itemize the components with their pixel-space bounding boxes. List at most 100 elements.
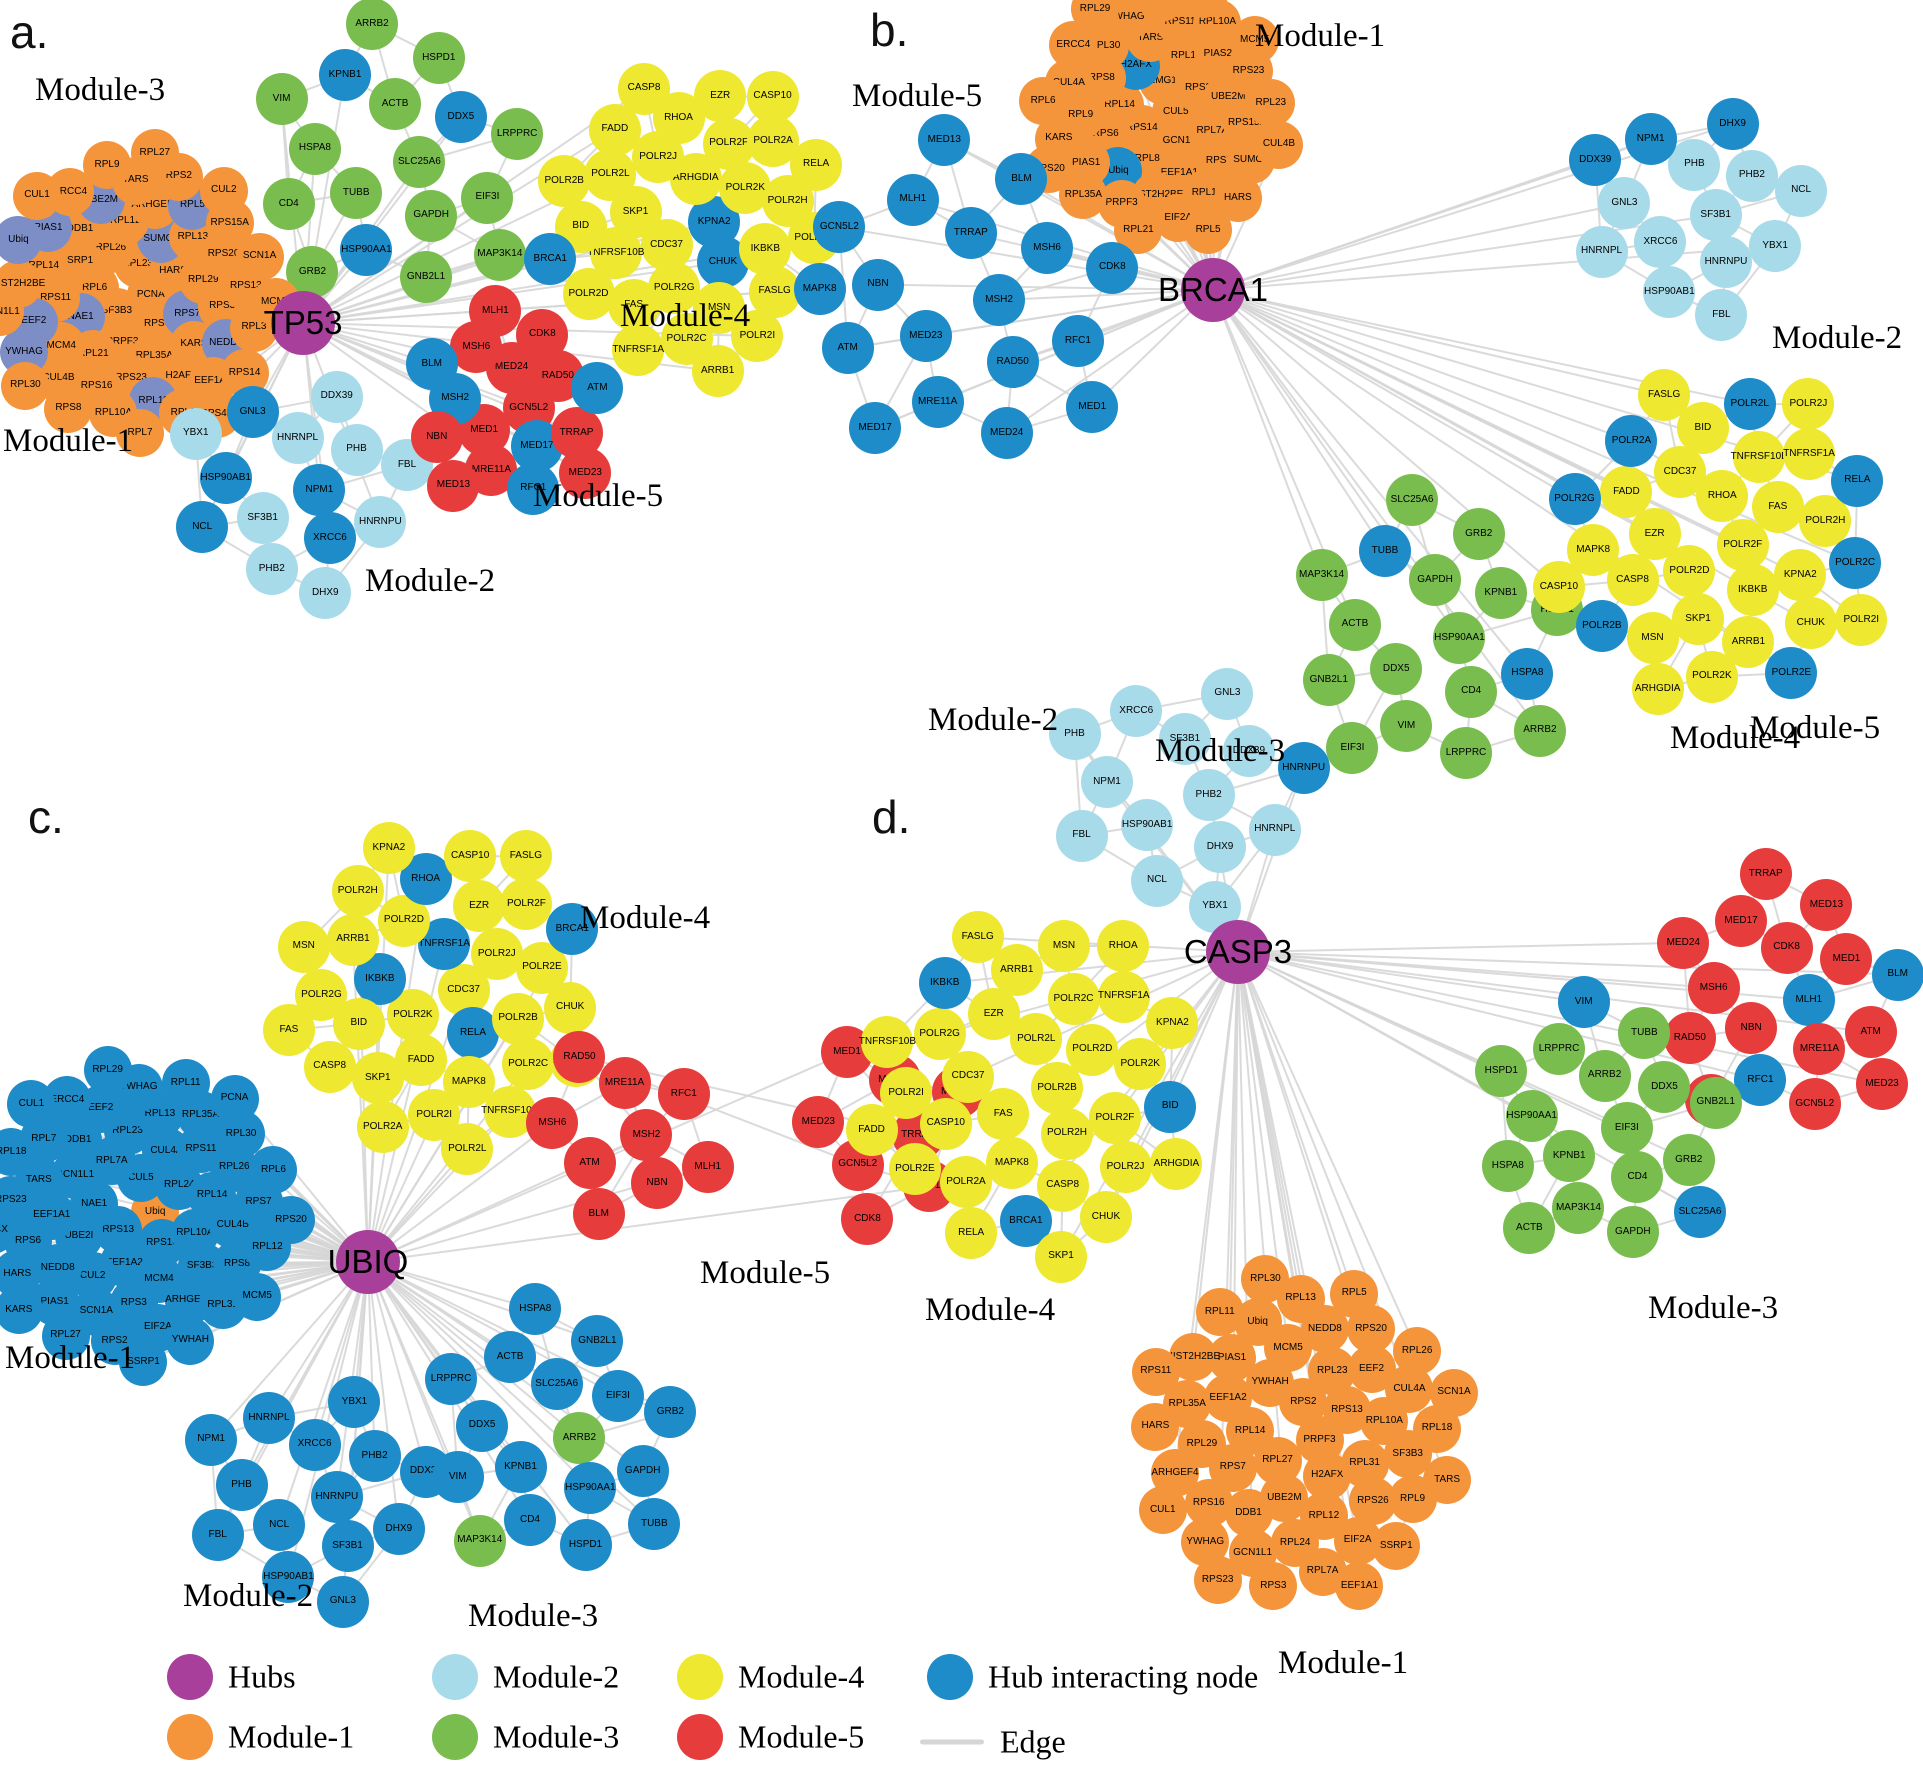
network-node[interactable]: GNB2L1: [400, 250, 452, 303]
network-node[interactable]: FADD: [845, 1104, 898, 1157]
network-node[interactable]: DHX9: [299, 566, 352, 619]
network-node[interactable]: TNFRSF1A: [1097, 970, 1150, 1023]
network-node[interactable]: ARRB1: [691, 345, 744, 398]
network-node[interactable]: PHB2: [348, 1429, 401, 1482]
network-node[interactable]: DHX9: [1194, 821, 1247, 874]
network-node[interactable]: POLR2F: [1088, 1092, 1141, 1145]
network-node[interactable]: KPNA2: [1774, 549, 1827, 602]
network-node[interactable]: NPM1: [185, 1413, 238, 1466]
network-node[interactable]: RPL30: [1, 361, 50, 410]
network-node[interactable]: CUL1: [7, 1079, 56, 1128]
network-node[interactable]: MSH2: [620, 1109, 673, 1161]
network-node[interactable]: DDX39: [310, 370, 363, 423]
network-node[interactable]: POLR2H: [1799, 495, 1852, 548]
network-node[interactable]: POLR2K: [1685, 650, 1738, 703]
network-node[interactable]: KPNA2: [362, 821, 415, 874]
network-node[interactable]: RPL30: [1241, 1255, 1290, 1304]
network-node[interactable]: POLR2A: [356, 1100, 409, 1153]
network-node[interactable]: POLR2D: [1066, 1023, 1119, 1076]
network-node[interactable]: SF3B1: [236, 491, 289, 544]
network-node[interactable]: RELA: [790, 138, 843, 191]
network-node[interactable]: RPS3: [1249, 1562, 1298, 1611]
network-node[interactable]: SF3B1: [1158, 713, 1211, 765]
network-node[interactable]: MED13: [918, 113, 971, 166]
network-node[interactable]: GAPDH: [616, 1445, 669, 1498]
network-node[interactable]: TRRAP: [944, 207, 997, 260]
network-node[interactable]: GAPDH: [1606, 1206, 1659, 1259]
network-node[interactable]: HSPD1: [412, 31, 465, 84]
network-node[interactable]: DDX5: [434, 90, 487, 143]
network-node[interactable]: XRCC6: [1110, 684, 1163, 737]
network-node[interactable]: ATM: [821, 322, 874, 375]
network-node[interactable]: ARRB2: [553, 1412, 606, 1464]
network-node[interactable]: MAP3K14: [1552, 1182, 1605, 1235]
network-node[interactable]: POLR2E: [888, 1143, 941, 1196]
network-node[interactable]: POLR2L: [441, 1122, 494, 1175]
network-node[interactable]: CUL2: [199, 166, 248, 215]
network-node[interactable]: HSPA8: [1501, 647, 1554, 700]
network-node[interactable]: EIF3I: [591, 1370, 644, 1423]
network-node[interactable]: MAPK8: [793, 263, 846, 316]
network-node[interactable]: CASP8: [618, 62, 671, 115]
network-node[interactable]: NPM1: [1624, 113, 1677, 166]
network-node[interactable]: RPL26: [1393, 1327, 1442, 1376]
network-node[interactable]: FASLG: [951, 911, 1004, 964]
network-node[interactable]: GNB2L1: [1689, 1076, 1742, 1129]
network-node[interactable]: KPNA2: [1146, 997, 1199, 1050]
network-node[interactable]: CD4: [262, 177, 315, 230]
network-node[interactable]: HSP90AA1: [1433, 612, 1486, 664]
network-node[interactable]: HSPD1: [1475, 1044, 1528, 1097]
network-node[interactable]: FBL: [1695, 289, 1748, 342]
network-node[interactable]: PHB: [1668, 138, 1721, 191]
network-node[interactable]: MED13: [1800, 879, 1853, 932]
network-node[interactable]: GRB2: [1452, 507, 1505, 560]
network-node[interactable]: MED24: [1657, 916, 1710, 969]
network-node[interactable]: RELA: [945, 1207, 998, 1260]
network-node[interactable]: ACTB: [484, 1331, 537, 1384]
network-node[interactable]: CUL4B: [1254, 120, 1303, 169]
network-node[interactable]: HSPA8: [288, 122, 341, 175]
network-node[interactable]: ARRB2: [1578, 1049, 1631, 1102]
network-node[interactable]: KPNB1: [319, 49, 372, 102]
network-node[interactable]: MED1: [1820, 932, 1873, 985]
network-node[interactable]: MED17: [849, 401, 902, 454]
network-node[interactable]: BLM: [995, 153, 1048, 206]
network-node[interactable]: RPL6: [249, 1146, 298, 1195]
network-node[interactable]: VIM: [255, 73, 308, 126]
network-node[interactable]: CD4: [503, 1493, 556, 1546]
network-node[interactable]: VIM: [1557, 976, 1610, 1029]
network-node[interactable]: PCNA: [210, 1074, 259, 1123]
network-node[interactable]: POLR2G: [913, 1008, 966, 1061]
network-node[interactable]: MSN: [1037, 919, 1090, 972]
network-node[interactable]: BRCA1: [524, 233, 577, 286]
network-node[interactable]: SLC25A6: [393, 136, 446, 188]
network-node[interactable]: SCN1A: [235, 232, 284, 281]
network-node[interactable]: PHB2: [1725, 149, 1778, 202]
network-node[interactable]: SKP1: [351, 1052, 404, 1105]
network-node[interactable]: NPM1: [293, 464, 346, 516]
network-node[interactable]: MED13: [427, 459, 480, 512]
network-node[interactable]: POLR2H: [331, 865, 384, 918]
network-node[interactable]: HNRNPU: [1699, 235, 1752, 288]
network-node[interactable]: FADD: [1600, 465, 1653, 518]
network-node[interactable]: NCL: [176, 501, 229, 554]
network-node[interactable]: FBL: [1055, 809, 1108, 862]
network-node[interactable]: GNL3: [1598, 177, 1651, 230]
network-node[interactable]: POLR2H: [1041, 1107, 1094, 1160]
network-node[interactable]: GNL3: [226, 386, 279, 439]
network-node[interactable]: POLR2G: [1548, 473, 1601, 526]
network-node[interactable]: POLR2B: [492, 992, 545, 1045]
network-node[interactable]: POLR2B: [1575, 599, 1628, 652]
network-node[interactable]: ACTB: [1328, 598, 1381, 651]
network-node[interactable]: RPL5: [1330, 1269, 1379, 1318]
network-node[interactable]: SLC25A6: [530, 1358, 583, 1411]
network-node[interactable]: CASP8: [303, 1040, 356, 1093]
network-node[interactable]: EIF3I: [461, 171, 514, 224]
network-node[interactable]: MSH6: [1687, 961, 1740, 1014]
network-node[interactable]: XRCC6: [1634, 216, 1687, 269]
network-node[interactable]: TARS: [1423, 1456, 1472, 1505]
network-node[interactable]: NPM1: [1080, 756, 1133, 809]
network-node[interactable]: MED24: [980, 406, 1033, 459]
network-node[interactable]: HSPD1: [559, 1518, 612, 1571]
network-node[interactable]: DDX5: [1638, 1060, 1691, 1113]
